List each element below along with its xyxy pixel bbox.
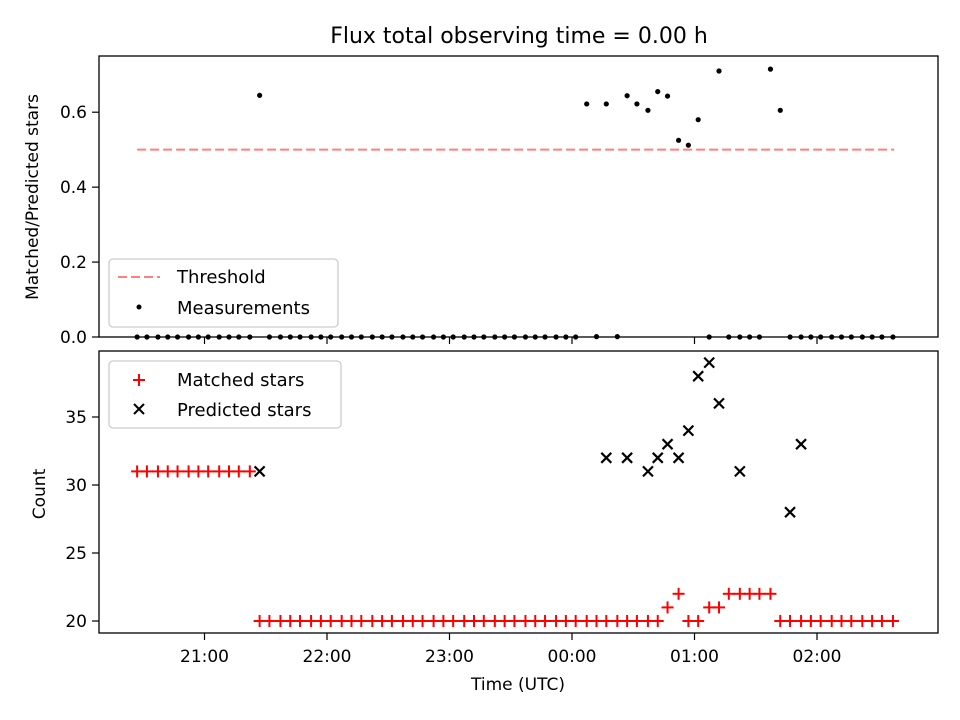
measurement-point [257,92,263,98]
matched-star-point [263,615,276,627]
predicted-star-point [703,356,715,369]
predicted-star-point [713,397,725,410]
matched-star-point [508,615,521,627]
matched-star-point [447,615,460,627]
legend-predicted-swatch [133,403,145,415]
matched-star-point [764,587,777,600]
measurement-point [624,93,630,99]
matched-star-point [539,615,552,627]
x-tick-label: 01:00 [670,647,719,667]
matched-star-point [814,615,827,627]
bottom-axes-frame [98,350,939,634]
x-axis-label: Time (UTC) [470,675,565,695]
measurement-point [645,107,651,113]
matched-star-point [692,615,705,627]
matched-star-point [875,615,888,627]
measurement-point [664,93,671,99]
predicted-star-point [642,465,654,478]
matched-star-point [722,587,735,600]
bottom-y-tick-label: 25 [65,544,87,564]
matched-star-point [753,587,766,600]
legend-matched-label: Matched stars [177,370,304,391]
bottom-y-tick-label: 20 [65,612,87,632]
predicted-star-point [672,452,685,464]
bottom-legend: Matched stars Predicted stars [108,360,342,429]
top-y-axis: 0.0 0.2 0.4 0.6 [60,103,99,348]
matched-star-point [661,601,674,614]
predicted-star-point [621,452,633,464]
matched-star-point [232,465,245,478]
top-y-tick-label: 0.4 [60,178,87,198]
bottom-y-axis: 20 25 30 35 [65,408,99,632]
top-y-tick-label: 0.0 [60,328,87,348]
legend-predicted-label: Predicted stars [177,400,311,421]
measurement-point [603,101,609,107]
figure-title: Flux total observing time = 0.00 h [330,24,708,49]
predicted-star-point [682,424,695,437]
predicted-star-point [661,438,674,450]
matched-star-point [355,615,368,627]
matched-star-point [569,615,582,627]
matched-star-point [243,465,256,478]
bottom-legend-box [108,360,342,429]
matched-star-point [672,587,685,600]
top-panel: 0.0 0.2 0.4 0.6 Matched/Predicted stars Thr… [23,55,939,348]
matched-star-point [845,615,858,627]
bottom-x-axis: 21:00 22:00 23:00 00:00 01:00 02:00 [180,633,842,667]
bottom-plot-marks [131,356,899,627]
top-axes-frame [98,55,939,338]
matched-star-point [630,615,643,627]
predicted-star-point [651,452,664,464]
measurement-point [716,68,722,74]
matched-star-point [416,615,429,627]
top-y-axis-label: Matched/Predicted stars [23,94,43,300]
measurement-point [685,142,691,148]
predicted-star-point [253,465,266,478]
matched-star-point [294,615,307,627]
matched-star-point [477,615,490,627]
x-tick-label: 23:00 [425,647,474,667]
measurement-point [634,101,640,107]
bottom-y-axis-label: Count [30,468,50,519]
legend-measurements-swatch [136,304,142,310]
measurement-point [584,101,590,107]
measurement-point [777,107,783,113]
top-y-tick-label: 0.2 [60,253,87,273]
matched-star-point [171,465,184,478]
x-tick-label: 21:00 [180,647,229,667]
top-x-ticks [203,337,818,344]
legend-measurements-label: Measurements [177,298,310,319]
matched-star-point [784,615,797,627]
matched-star-point [385,615,398,627]
matched-star-point [713,601,725,614]
predicted-star-point [784,506,796,518]
matched-star-point [324,615,337,627]
matched-star-point [140,465,153,478]
top-y-tick-label: 0.6 [60,103,87,123]
x-tick-label: 00:00 [548,647,597,667]
top-legend: Threshold Measurements [108,258,339,328]
measurement-point [655,88,661,95]
bottom-y-tick-label: 30 [65,476,87,496]
measurement-point [695,117,701,123]
predicted-star-point [795,438,807,450]
measurement-point [767,66,774,72]
matched-star-point [600,615,613,627]
matched-star-point [651,615,664,627]
top-legend-box [108,258,339,328]
predicted-star-point [734,465,746,478]
matched-star-point [886,615,899,627]
predicted-star-point [600,452,613,464]
measurement-point [675,137,682,143]
x-tick-label: 02:00 [793,647,842,667]
predicted-star-point [692,370,704,382]
bottom-y-tick-label: 35 [65,408,87,428]
legend-matched-swatch [133,374,145,386]
legend-threshold-label: Threshold [176,267,266,288]
matched-star-point [202,465,215,478]
x-tick-label: 22:00 [303,647,352,667]
